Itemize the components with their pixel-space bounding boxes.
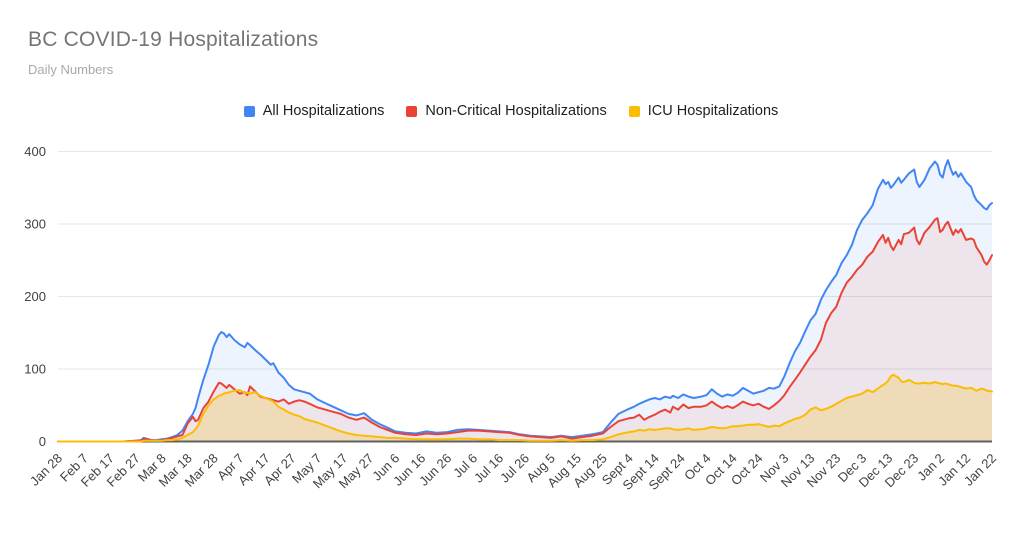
y-tick-label-300: 300 [24, 217, 46, 232]
legend-label: ICU Hospitalizations [647, 103, 779, 119]
area-all-hospitalizations [58, 160, 992, 442]
legend-item-all-hospitalizations[interactable]: All Hospitalizations [243, 103, 385, 119]
legend-swatch-icon [243, 105, 255, 117]
series-line-non-critical-hospitalizations [57, 217, 993, 443]
x-tick-label-jan-28: Jan 28 [27, 451, 65, 489]
page-subtitle: Daily Numbers [28, 62, 114, 77]
x-tick-label-jul-26: Jul 26 [497, 451, 532, 486]
y-tick-label-400: 400 [24, 144, 46, 159]
legend-label: All Hospitalizations [262, 103, 385, 119]
series-line-all-hospitalizations [57, 159, 993, 443]
y-tick-label-200: 200 [24, 289, 46, 304]
page-title: BC COVID-19 Hospitalizations [28, 28, 319, 51]
legend-swatch-icon [406, 105, 418, 117]
legend-swatch-icon [628, 105, 640, 117]
y-tick-label-0: 0 [39, 434, 46, 449]
legend-item-icu-hospitalizations[interactable]: ICU Hospitalizations [628, 103, 779, 119]
legend-label: Non-Critical Hospitalizations [425, 103, 607, 119]
y-tick-label-100: 100 [24, 362, 46, 377]
series-line-icu-hospitalizations [57, 373, 993, 443]
legend-item-non-critical-hospitalizations[interactable]: Non-Critical Hospitalizations [406, 103, 607, 119]
chart-legend: All Hospitalizations Non-Critical Hospit… [0, 103, 1022, 119]
